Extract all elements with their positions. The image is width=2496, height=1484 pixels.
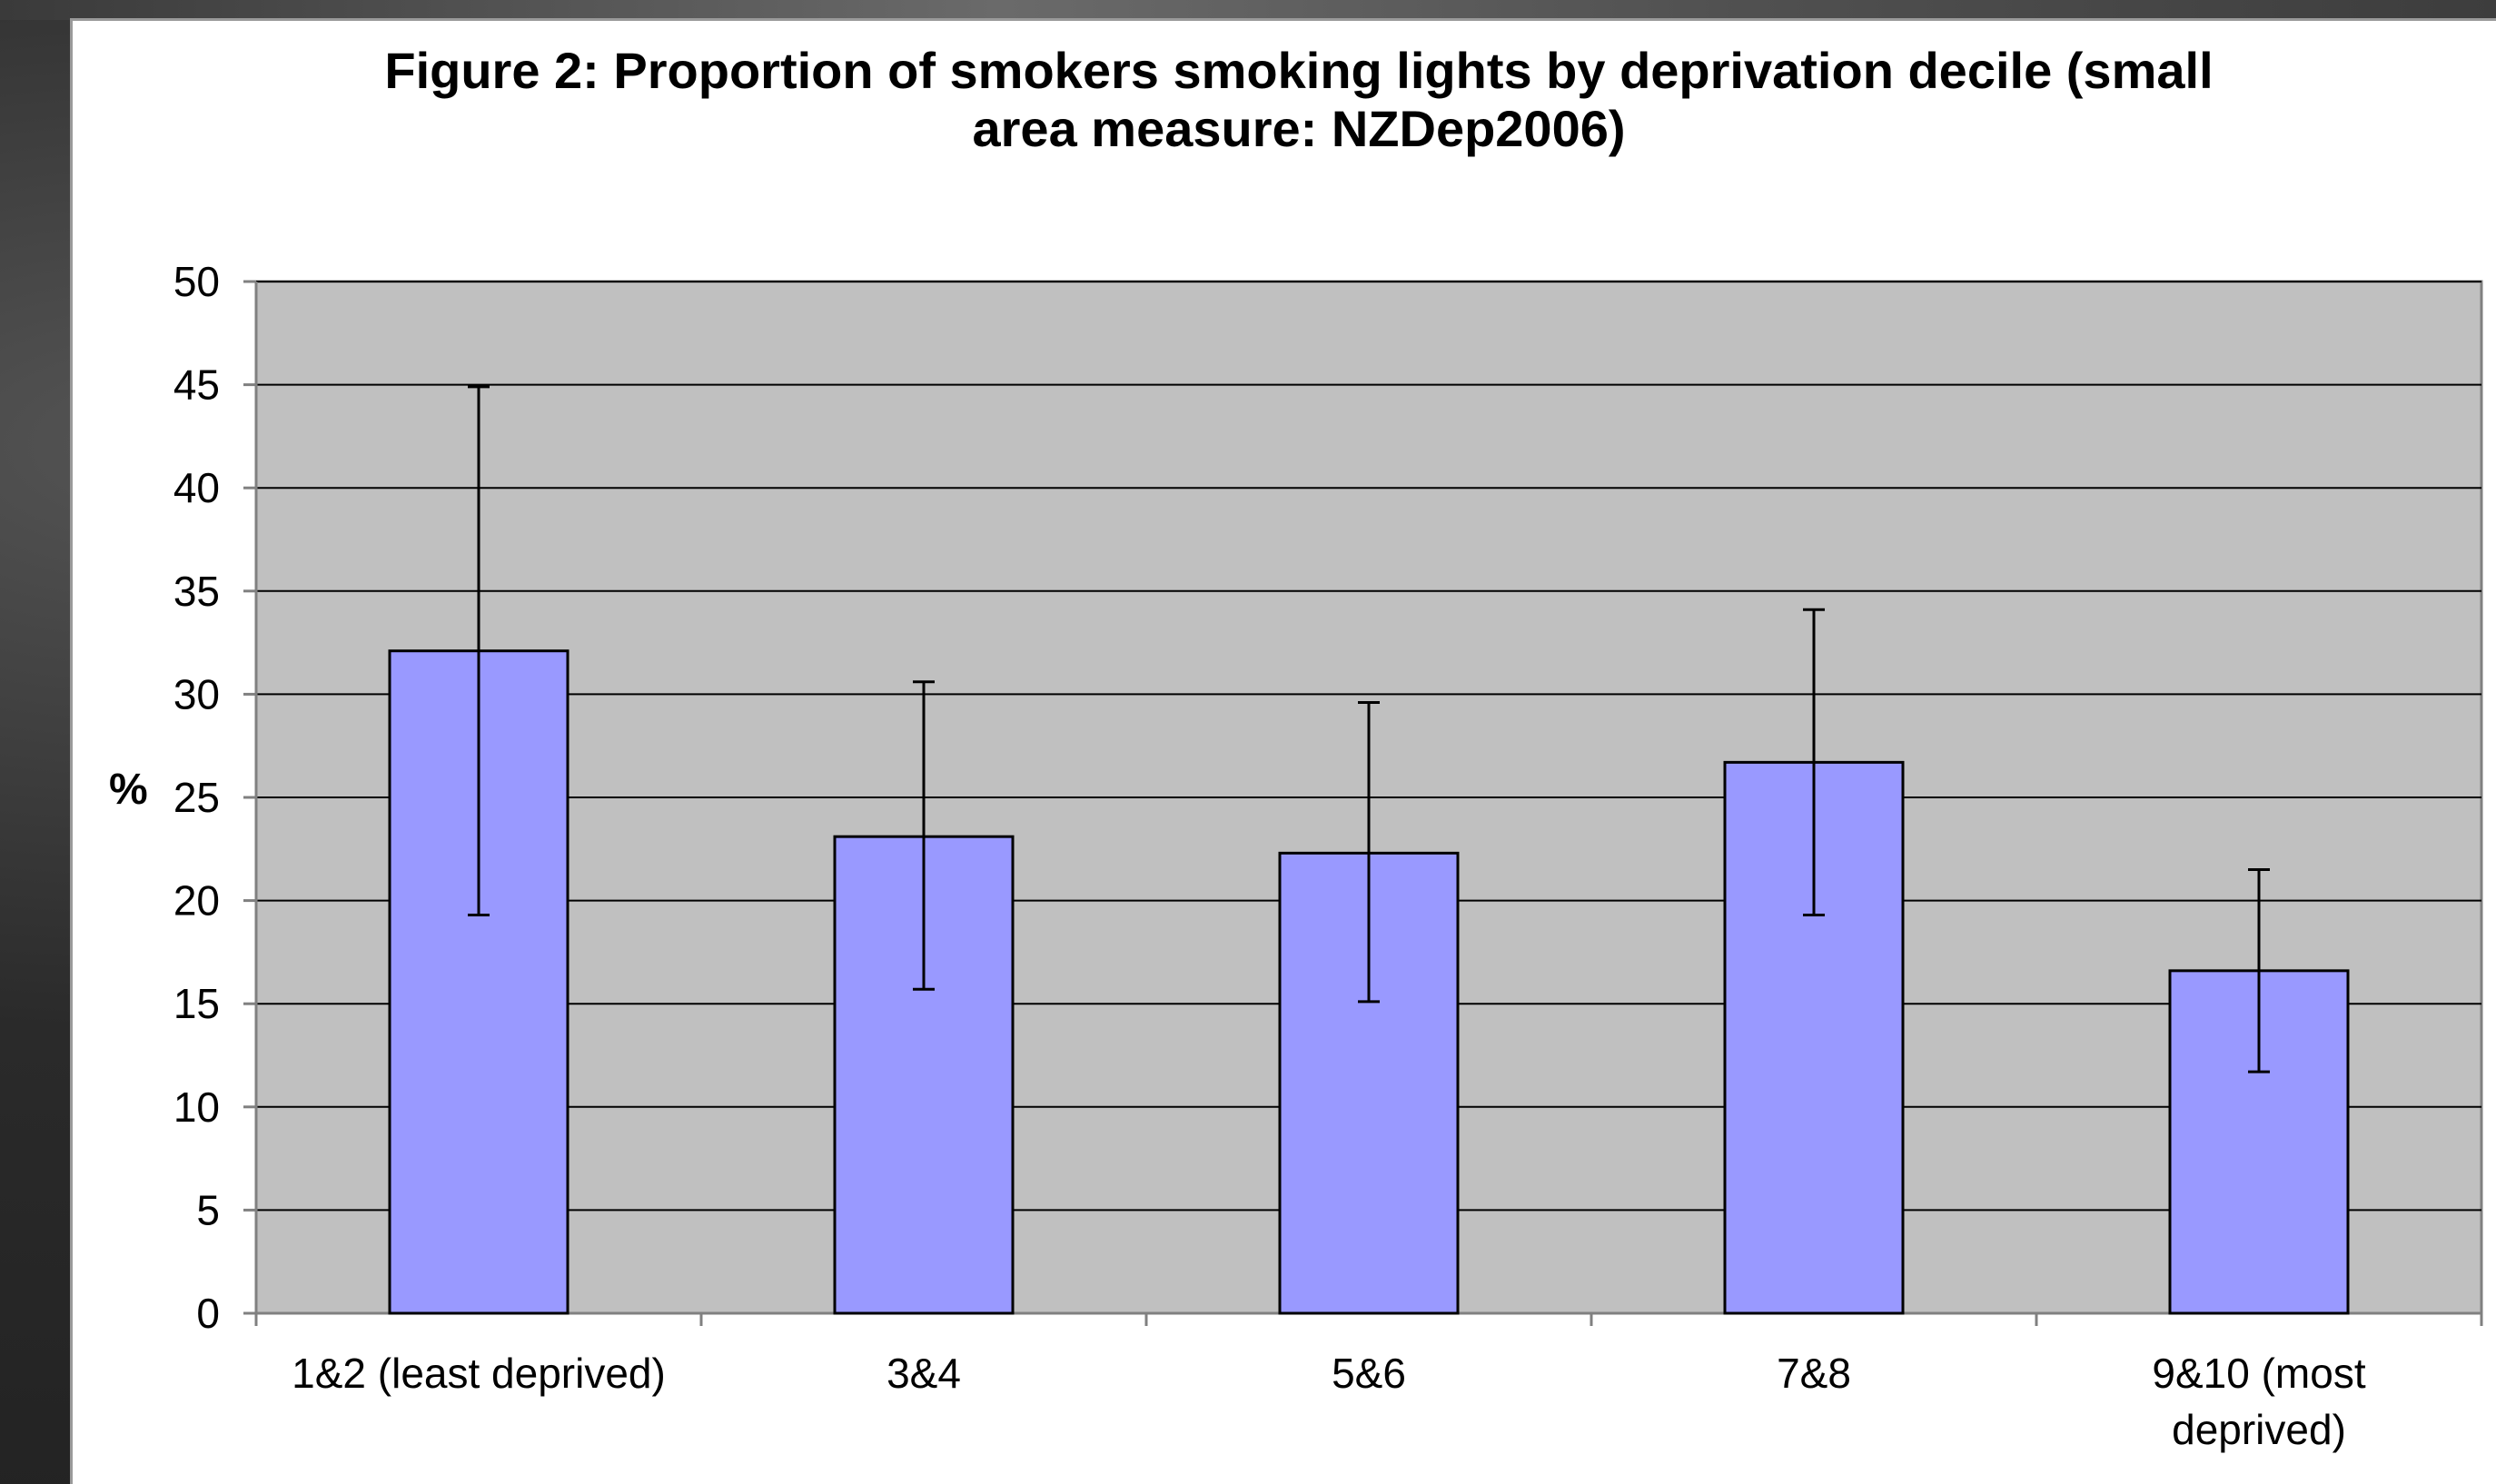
- x-tick-label: 1&2 (least deprived): [292, 1350, 666, 1397]
- y-tick-label: 15: [173, 980, 220, 1027]
- y-tick-label: 30: [173, 670, 220, 717]
- y-tick-label: 45: [173, 361, 220, 409]
- y-tick-label: 25: [173, 774, 220, 821]
- y-tick-label: 35: [173, 568, 220, 615]
- x-tick-label-line: 1&2 (least deprived): [292, 1350, 666, 1397]
- x-tick-label: 3&4: [886, 1350, 961, 1397]
- x-tick-label-line: 7&8: [1777, 1350, 1851, 1397]
- chart-title: Figure 2: Proportion of smokers smoking …: [254, 42, 2343, 158]
- x-tick-label-line: 5&6: [1332, 1350, 1406, 1397]
- y-tick-label: 0: [196, 1290, 220, 1337]
- y-tick-label: 5: [196, 1186, 220, 1233]
- x-tick-label: 5&6: [1332, 1350, 1406, 1397]
- x-tick-label: 9&10 (most deprived): [2152, 1350, 2365, 1453]
- x-axis: 1&2 (least deprived) 3&4 5&6 7&8 9&10 (most d…: [254, 1311, 2483, 1453]
- y-tick-label: 50: [173, 258, 220, 305]
- y-axis-label: %: [109, 766, 148, 814]
- x-tick-label-line: deprived): [2172, 1406, 2346, 1453]
- x-tick-label-line: 9&10 (most: [2152, 1350, 2365, 1397]
- y-tick-label: 20: [173, 877, 220, 925]
- chart-title-line-1: Figure 2: Proportion of smokers smoking …: [384, 42, 2214, 99]
- chart-title-line-2: area measure: NZDep2006): [972, 100, 1626, 157]
- x-tick-label-line: 3&4: [886, 1350, 961, 1397]
- y-axis: 0 5 10 15 20 25 30 35 40 45 50: [173, 258, 258, 1337]
- x-tick-label: 7&8: [1777, 1350, 1851, 1397]
- backdrop-top-strip: [0, 0, 2496, 20]
- error-bars: [468, 385, 2270, 1073]
- y-tick-label: 40: [173, 464, 220, 511]
- y-tick-label: 10: [173, 1083, 220, 1131]
